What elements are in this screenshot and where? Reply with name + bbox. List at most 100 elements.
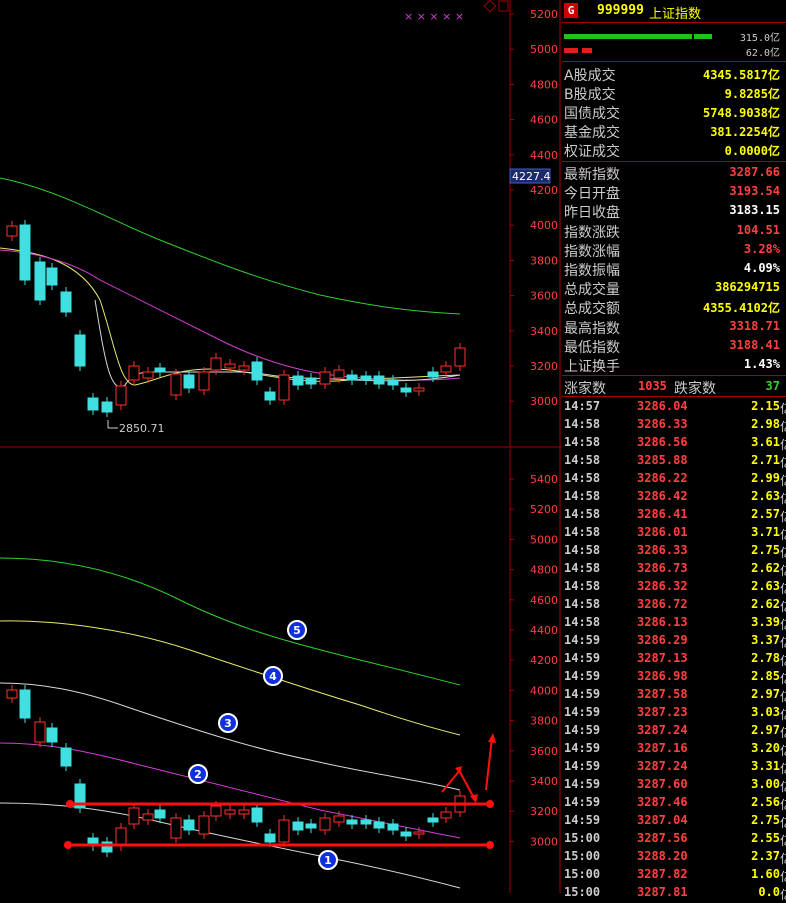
candle-body [305, 377, 317, 385]
candle-body [238, 365, 250, 371]
candle-body [19, 224, 31, 281]
stat-value: 3318.71 [729, 318, 780, 333]
tick-row: 14:58 3285.88 2.71亿 [562, 452, 786, 470]
stat-row: 指数振幅 4.09% [562, 259, 786, 279]
resistance-start-dot [66, 800, 74, 808]
candle-body [34, 261, 46, 301]
tick-time: 14:58 [564, 579, 601, 593]
stat-label: 总成交额 [564, 301, 620, 318]
candle-body [427, 371, 439, 378]
stat-value: 3183.15 [729, 203, 780, 218]
tick-volume: 2.55亿 [751, 831, 786, 848]
tick-volume: 3.03亿 [751, 705, 786, 722]
top-candles [6, 220, 466, 417]
bottom-y-axis: 5400 5200 5000 4800 4600 4400 4200 4000 3800 3600… [510, 473, 558, 848]
tick-volume: 2.15亿 [751, 399, 786, 416]
stat-value: 386294715 [714, 280, 780, 295]
candle-body [198, 815, 210, 835]
y-tick-label: 3400 [530, 325, 558, 338]
y-tick-label: 5000 [530, 43, 558, 56]
tick-time: 14:58 [564, 615, 601, 629]
candle-body [115, 385, 127, 406]
turnover-row: 权证成交 0.0000亿 [562, 140, 786, 160]
candle-body [413, 387, 425, 392]
support-start-dot [64, 841, 72, 849]
tick-price: 3286.32 [637, 579, 688, 593]
tick-volume: 2.97亿 [751, 723, 786, 740]
tick-row: 14:59 3287.58 2.97亿 [562, 686, 786, 704]
candle-body [210, 357, 222, 371]
candle-body [128, 365, 140, 381]
candle-body [74, 783, 86, 809]
candle-body [427, 817, 439, 823]
advance-decline-row: 涨家数 1035 跌家数 37 [562, 377, 786, 397]
candle-body [87, 397, 99, 411]
tick-price: 3287.81 [637, 885, 688, 899]
candle-body [454, 347, 466, 367]
g-icon[interactable]: G [564, 3, 578, 18]
candle-body [440, 365, 452, 373]
tick-volume: 2.56亿 [751, 795, 786, 812]
stat-row: 今日开盘 3193.54 [562, 182, 786, 202]
buy-volume-bar [564, 34, 692, 39]
turnover-row: B股成交 9.8285亿 [562, 83, 786, 103]
diamond-icon[interactable] [483, 0, 497, 13]
tick-volume: 3.39亿 [751, 615, 786, 632]
tick-row: 14:58 3286.42 2.63亿 [562, 488, 786, 506]
turnover-value: 381.2254亿 [710, 125, 780, 139]
y-tick-label: 3200 [530, 805, 558, 818]
candle-body [251, 361, 263, 381]
support-end-dot [486, 841, 494, 849]
y-tick-label: 3800 [530, 715, 558, 728]
y-tick-label: 4000 [530, 684, 558, 697]
y-tick-label: 3000 [530, 395, 558, 408]
turnover-label: 基金成交 [564, 125, 620, 141]
tick-row: 14:58 3286.32 2.63亿 [562, 578, 786, 596]
ma-green-line-2 [0, 557, 461, 686]
stat-label: 总成交量 [564, 282, 620, 299]
turnover-row: 国债成交 5748.9038亿 [562, 102, 786, 122]
tick-price: 3286.72 [637, 597, 688, 611]
marker-label: 5 [293, 624, 301, 637]
turnover-value: 0.0000亿 [724, 144, 780, 158]
y-tick-label: 4800 [530, 78, 558, 91]
tick-row: 14:59 3287.16 3.20亿 [562, 740, 786, 758]
stat-value: 4355.4102亿 [702, 301, 780, 316]
window-icon[interactable] [498, 0, 509, 12]
candle-body [74, 334, 86, 367]
marker-circle [263, 666, 283, 686]
tick-time: 14:58 [564, 471, 601, 485]
numbered-markers: 5 4 3 2 1 [188, 620, 338, 870]
stat-value: 1.43% [743, 357, 780, 371]
y-tick-label: 4800 [530, 564, 558, 577]
candle-body [170, 817, 182, 839]
tick-price: 3286.42 [637, 489, 688, 503]
marker-circle [218, 713, 238, 733]
candle-body [360, 819, 372, 825]
tick-volume: 2.97亿 [751, 687, 786, 704]
stat-value: 3287.66 [729, 165, 780, 179]
tick-row: 14:58 3286.01 3.71亿 [562, 524, 786, 542]
bottom-candles [6, 685, 466, 857]
tick-price: 3287.56 [637, 831, 688, 845]
tick-time: 14:59 [564, 777, 601, 791]
tick-price: 3287.16 [637, 741, 688, 755]
candle-body [19, 689, 31, 719]
sell-volume-label: 62.0亿 [745, 48, 780, 59]
y-tick-label: 4200 [530, 654, 558, 667]
candle-body [154, 809, 166, 819]
tick-volume: 2.99亿 [751, 471, 786, 488]
candle-body [440, 811, 452, 819]
tick-volume: 2.75亿 [751, 543, 786, 560]
turnover-label: A股成交 [564, 68, 616, 84]
stat-row: 上证换手 1.43% [562, 355, 786, 375]
turnover-label: 权证成交 [564, 144, 620, 160]
marker-label: 2 [194, 768, 202, 781]
candle-body [278, 819, 290, 843]
kline-chart-area[interactable]: × × × × × 5200 5000 4800 4600 4400 4200 4000 38… [0, 0, 562, 893]
tick-row: 14:59 3286.29 3.37亿 [562, 632, 786, 650]
tick-volume: 2.98亿 [751, 417, 786, 434]
y-tick-label: 3000 [530, 835, 558, 848]
tick-volume: 2.57亿 [751, 507, 786, 524]
buy-volume-label: 315.0亿 [739, 33, 780, 44]
